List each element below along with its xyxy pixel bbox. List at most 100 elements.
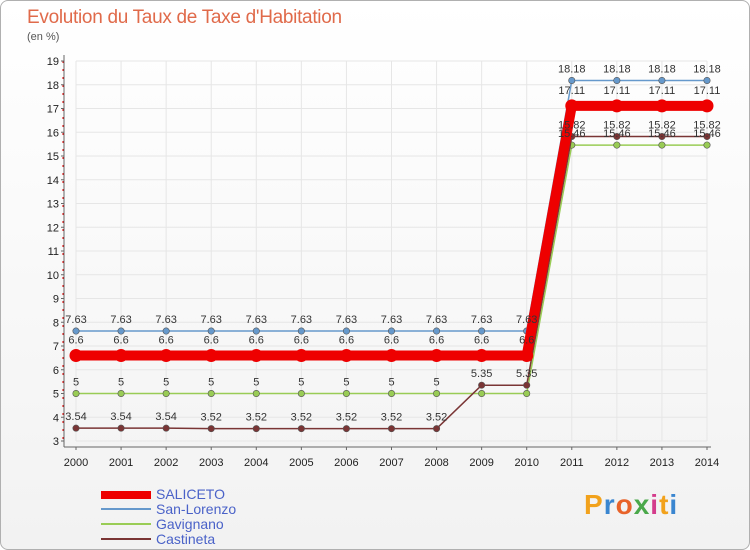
legend-swatch-gavignano [101, 523, 151, 525]
data-point-gavignano [252, 389, 260, 397]
data-point-castineta [523, 381, 531, 389]
data-label-san-lorenzo: 7.63 [201, 314, 222, 326]
data-label-gavignano: 5 [118, 377, 124, 389]
x-tick-label: 2005 [289, 457, 313, 469]
data-label-saliceto: 6.6 [68, 335, 83, 347]
data-label-san-lorenzo: 7.63 [155, 314, 176, 326]
y-tick-label: 8 [53, 317, 59, 329]
x-tick-label: 2002 [154, 457, 178, 469]
y-tick-label: 17 [47, 104, 59, 116]
data-label-san-lorenzo: 18.18 [558, 63, 586, 75]
data-label-castineta: 3.52 [381, 412, 402, 424]
data-label-san-lorenzo: 18.18 [603, 63, 631, 75]
data-point-castineta [703, 133, 711, 141]
data-point-saliceto [655, 99, 669, 113]
y-tick-label: 16 [47, 127, 59, 139]
data-label-gavignano: 5 [163, 377, 169, 389]
logo-letter: o [615, 489, 634, 520]
legend-label-san-lorenzo: San-Lorenzo [156, 501, 237, 517]
x-tick-label: 2009 [469, 457, 493, 469]
legend-label-gavignano: Gavignano [156, 516, 224, 532]
data-point-san-lorenzo [658, 76, 666, 84]
legend-swatch-san-lorenzo [101, 508, 151, 510]
y-tick-label: 6 [53, 365, 59, 377]
data-label-san-lorenzo: 7.63 [291, 314, 312, 326]
data-label-saliceto: 6.6 [158, 335, 173, 347]
data-label-saliceto: 6.6 [429, 335, 444, 347]
y-tick-label: 5 [53, 389, 59, 401]
x-tick-label: 2001 [109, 457, 133, 469]
data-label-saliceto: 17.11 [694, 85, 721, 97]
data-label-castineta: 3.54 [155, 411, 176, 423]
data-label-saliceto: 6.6 [113, 335, 128, 347]
data-label-saliceto: 6.6 [339, 335, 354, 347]
data-point-saliceto [430, 349, 444, 362]
data-label-gavignano: 15.46 [648, 128, 676, 140]
x-tick-label: 2004 [244, 457, 268, 469]
data-point-saliceto [114, 349, 128, 362]
logo-letter: r [603, 489, 616, 520]
data-point-saliceto [204, 349, 218, 362]
data-label-saliceto: 17.11 [558, 85, 585, 97]
legend-label-saliceto: SALICETO [156, 486, 225, 502]
data-label-gavignano: 15.46 [558, 128, 586, 140]
data-label-gavignano: 5.35 [471, 368, 492, 380]
data-point-san-lorenzo [252, 327, 260, 335]
data-point-gavignano [613, 141, 621, 149]
y-tick-label: 11 [48, 246, 59, 258]
data-label-castineta: 3.52 [291, 412, 312, 424]
x-tick-label: 2007 [379, 457, 403, 469]
data-point-castineta [478, 381, 486, 389]
logo-letter: i [669, 489, 679, 520]
data-point-gavignano [207, 389, 215, 397]
data-point-gavignano [297, 389, 305, 397]
data-label-san-lorenzo: 7.63 [65, 314, 86, 326]
data-point-gavignano [658, 141, 666, 149]
x-tick-label: 2010 [514, 457, 538, 469]
chart-title: Evolution du Taux de Taxe d'Habitation [27, 7, 342, 28]
data-label-san-lorenzo: 7.63 [336, 314, 357, 326]
data-point-castineta [207, 425, 215, 433]
data-point-saliceto [700, 99, 714, 113]
data-label-san-lorenzo: 7.63 [381, 314, 402, 326]
data-point-gavignano [387, 389, 395, 397]
data-point-san-lorenzo [387, 327, 395, 335]
data-point-san-lorenzo [568, 76, 576, 84]
data-point-san-lorenzo [613, 76, 621, 84]
data-label-saliceto: 6.6 [384, 335, 399, 347]
data-label-san-lorenzo: 7.63 [246, 314, 267, 326]
data-point-castineta [433, 425, 441, 433]
data-point-gavignano [703, 141, 711, 149]
data-point-gavignano [478, 389, 486, 397]
data-label-gavignano: 5 [434, 377, 440, 389]
data-label-saliceto: 17.11 [603, 85, 630, 97]
y-tick-label: 12 [47, 222, 59, 234]
data-point-castineta [252, 425, 260, 433]
data-point-castineta [297, 425, 305, 433]
logo-letter: x [633, 489, 651, 520]
x-tick-label: 2008 [424, 457, 448, 469]
y-tick-label: 15 [47, 151, 59, 163]
data-point-saliceto [159, 349, 173, 362]
data-label-gavignano: 5 [298, 377, 304, 389]
data-point-san-lorenzo [117, 327, 125, 335]
data-label-saliceto: 6.6 [249, 335, 264, 347]
x-tick-label: 2000 [64, 457, 88, 469]
data-label-san-lorenzo: 18.18 [648, 63, 676, 75]
data-point-saliceto [339, 349, 353, 362]
data-label-gavignano: 5 [253, 377, 259, 389]
data-point-san-lorenzo [703, 76, 711, 84]
y-tick-label: 10 [47, 270, 59, 282]
y-tick-label: 13 [47, 199, 59, 211]
legend-swatch-saliceto [101, 491, 151, 499]
data-point-san-lorenzo [433, 327, 441, 335]
proxiti-logo: Proxiti [584, 489, 678, 521]
data-point-san-lorenzo [72, 327, 80, 335]
y-tick-label: 7 [53, 341, 59, 353]
y-tick-label: 18 [47, 80, 59, 92]
data-label-saliceto: 6.6 [474, 335, 489, 347]
data-label-castineta: 3.54 [110, 411, 131, 423]
data-label-castineta: 3.54 [65, 411, 86, 423]
